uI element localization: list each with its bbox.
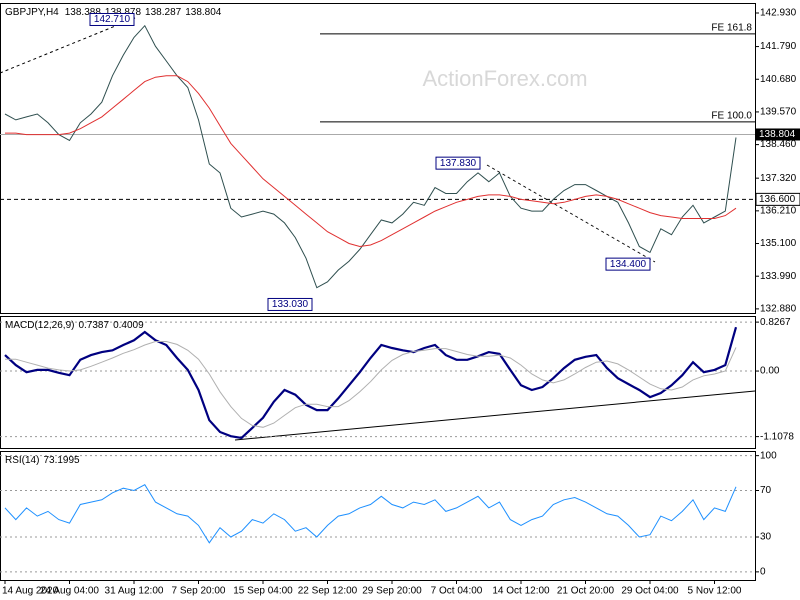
- readout: 0.7387: [78, 320, 109, 331]
- x-tick-label: 14 Oct 12:00: [492, 586, 550, 597]
- readout: 138.804: [185, 7, 222, 18]
- x-tick-label: 7 Sep 20:00: [172, 586, 226, 597]
- macd-trend-line: [234, 390, 756, 441]
- y-tick-label: 133.990: [760, 271, 797, 282]
- series-line: [4, 24, 737, 289]
- x-tick-label: 14 Aug 2020: [2, 586, 59, 597]
- panel-title: MACD(12,26,9) 0.7387 0.4009: [5, 320, 144, 331]
- panel-border: [0, 451, 756, 581]
- annotation-box: [435, 156, 481, 170]
- fib-label: FE 100.0: [711, 111, 752, 122]
- y-tick-label: 140.680: [760, 74, 797, 85]
- y-tick-label: 70: [760, 485, 772, 496]
- annotation-label: 133.030: [272, 299, 309, 310]
- annotation-box: [267, 297, 313, 311]
- panel-border: [0, 316, 756, 449]
- y-tick-label: 0.8267: [760, 317, 791, 328]
- price-box: [755, 192, 800, 206]
- y-tick-label: 30: [760, 532, 772, 543]
- panel-border: [0, 3, 756, 314]
- trend-line: [0, 17, 136, 74]
- title: RSI(14): [5, 455, 39, 466]
- y-tick-label: 136.210: [760, 205, 797, 216]
- y-tick-label: 137.320: [760, 173, 797, 184]
- x-tick-label: 21 Oct 20:00: [557, 586, 615, 597]
- x-tick-label: 7 Oct 04:00: [431, 586, 483, 597]
- y-tick-label: 135.100: [760, 238, 797, 249]
- price-box: [756, 128, 800, 141]
- readout: 138.287: [145, 7, 182, 18]
- series-line: [5, 75, 737, 248]
- y-tick-label: 132.880: [760, 304, 797, 315]
- y-tick-label: 141.790: [760, 41, 797, 52]
- title: MACD(12,26,9): [5, 320, 74, 331]
- x-tick-label: 22 Sep 12:00: [298, 586, 358, 597]
- y-tick-label: 0: [760, 567, 766, 578]
- annotation-box: [605, 257, 651, 271]
- title: GBPJPY,H4: [5, 7, 59, 18]
- x-tick-label: 24 Aug 04:00: [40, 586, 99, 597]
- trend-line: [486, 164, 656, 263]
- y-tick-label: 100: [760, 450, 777, 461]
- y-tick-label: 0.00: [760, 366, 780, 377]
- y-tick-label: 138.460: [760, 139, 797, 150]
- y-tick-label: -1.1078: [760, 431, 794, 442]
- x-tick-label: 29 Oct 04:00: [621, 586, 679, 597]
- y-tick-label: 139.570: [760, 107, 797, 118]
- fib-label: FE 161.8: [711, 23, 752, 34]
- annotation-label: 142.710: [94, 14, 131, 25]
- support-label: 136.600: [759, 194, 796, 205]
- panel-title: RSI(14) 73.1995: [5, 455, 80, 466]
- y-tick-label: 142.930: [760, 8, 797, 19]
- readout: 138.878: [105, 7, 142, 18]
- current-price-label: 138.804: [759, 129, 796, 140]
- panel-title: GBPJPY,H4 138.388 138.878 138.287 138.804: [5, 7, 222, 18]
- x-tick-label: 29 Sep 20:00: [362, 586, 422, 597]
- series-line: [4, 484, 737, 544]
- x-tick-label: 15 Sep 04:00: [233, 586, 293, 597]
- readout: 73.1995: [43, 455, 80, 466]
- annotation-box: [89, 12, 135, 26]
- watermark: ActionForex.com: [422, 66, 587, 91]
- readout: 0.4009: [113, 320, 144, 331]
- series-line: [4, 326, 738, 440]
- series-line: [5, 341, 737, 428]
- annotation-label: 134.400: [610, 259, 647, 270]
- x-tick-label: 31 Aug 12:00: [105, 586, 164, 597]
- x-tick-label: 5 Nov 12:00: [688, 586, 742, 597]
- annotation-label: 137.830: [440, 158, 477, 169]
- readout: 138.388: [65, 7, 102, 18]
